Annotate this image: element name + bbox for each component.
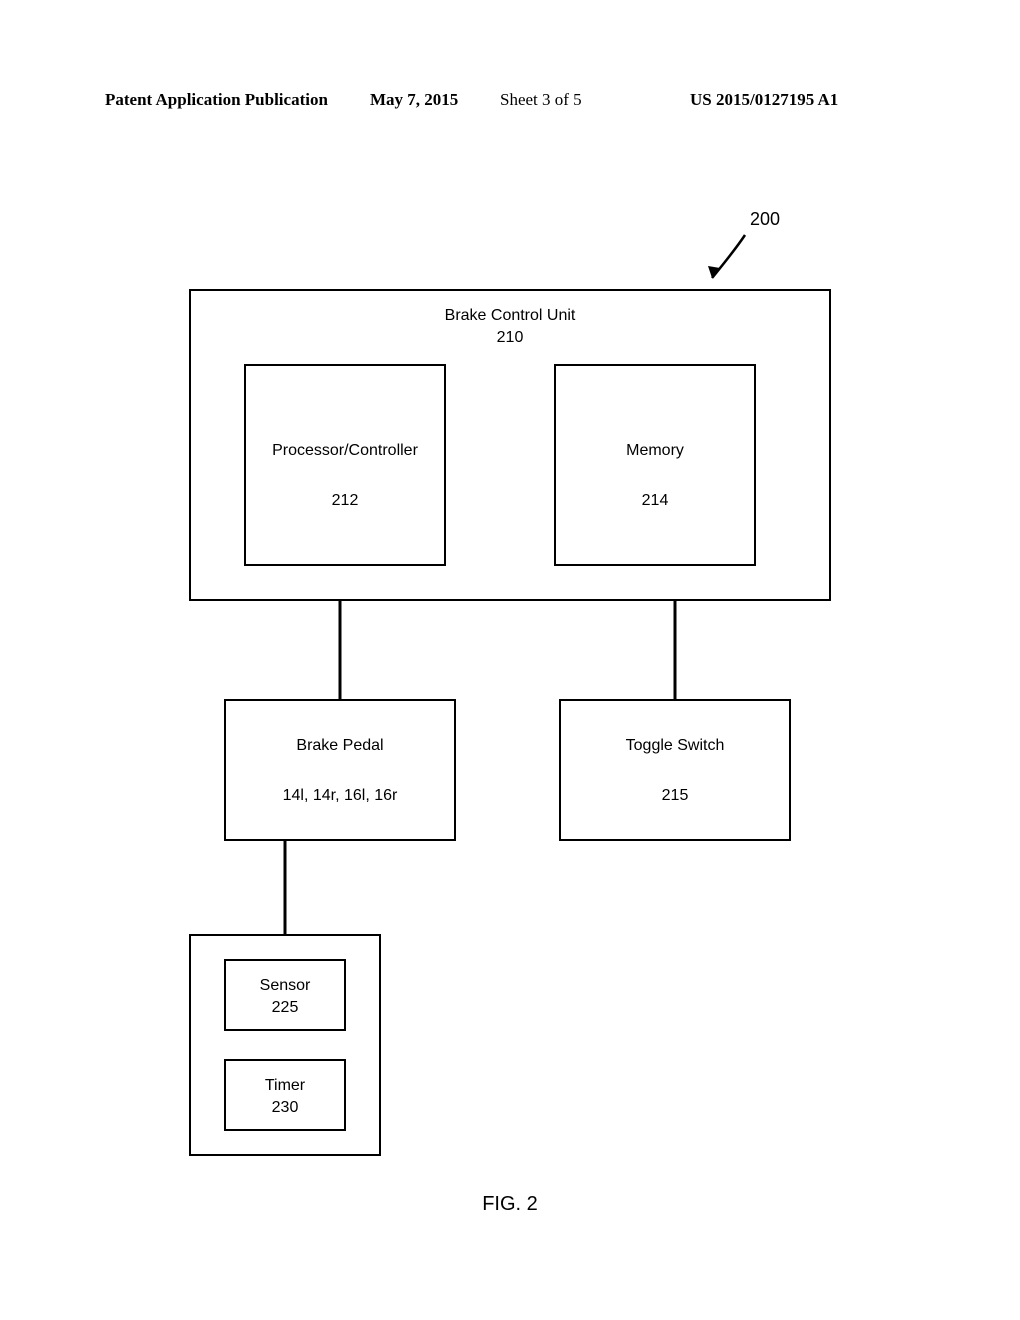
timer-title: Timer xyxy=(265,1077,306,1094)
timer-rect xyxy=(225,1060,345,1130)
node-processor: Processor/Controller 212 xyxy=(245,365,445,565)
node-timer: Timer 230 xyxy=(225,1060,345,1130)
sensor-rect xyxy=(225,960,345,1030)
node-toggle-switch: Toggle Switch 215 xyxy=(560,700,790,840)
figure-label: FIG. 2 xyxy=(482,1193,538,1215)
proc-rect xyxy=(245,365,445,565)
proc-title: Processor/Controller xyxy=(272,442,419,459)
mem-title: Memory xyxy=(626,442,684,459)
timer-num: 230 xyxy=(272,1099,299,1116)
toggle-num: 215 xyxy=(662,787,689,804)
node-sensor: Sensor 225 xyxy=(225,960,345,1030)
node-brake-pedal: Brake Pedal 14l, 14r, 16l, 16r xyxy=(225,700,455,840)
ref-arrow: 200 xyxy=(708,209,780,278)
toggle-rect xyxy=(560,700,790,840)
page: Patent Application Publication May 7, 20… xyxy=(0,0,1020,1320)
pedal-rect xyxy=(225,700,455,840)
toggle-title: Toggle Switch xyxy=(626,737,725,754)
ref-num-200: 200 xyxy=(750,209,780,229)
mem-rect xyxy=(555,365,755,565)
diagram-svg: 200 Brake Control Unit 210 Processor/Con… xyxy=(0,0,1020,1320)
proc-num: 212 xyxy=(332,492,359,509)
node-sensor-timer-box xyxy=(190,935,380,1155)
bcu-num: 210 xyxy=(497,329,524,346)
pedal-num: 14l, 14r, 16l, 16r xyxy=(283,787,398,804)
sensor-num: 225 xyxy=(272,999,299,1016)
sensortimer-rect xyxy=(190,935,380,1155)
sensor-title: Sensor xyxy=(260,977,311,994)
pedal-title: Brake Pedal xyxy=(296,737,383,754)
mem-num: 214 xyxy=(642,492,669,509)
node-memory: Memory 214 xyxy=(555,365,755,565)
bcu-title: Brake Control Unit xyxy=(445,307,576,324)
